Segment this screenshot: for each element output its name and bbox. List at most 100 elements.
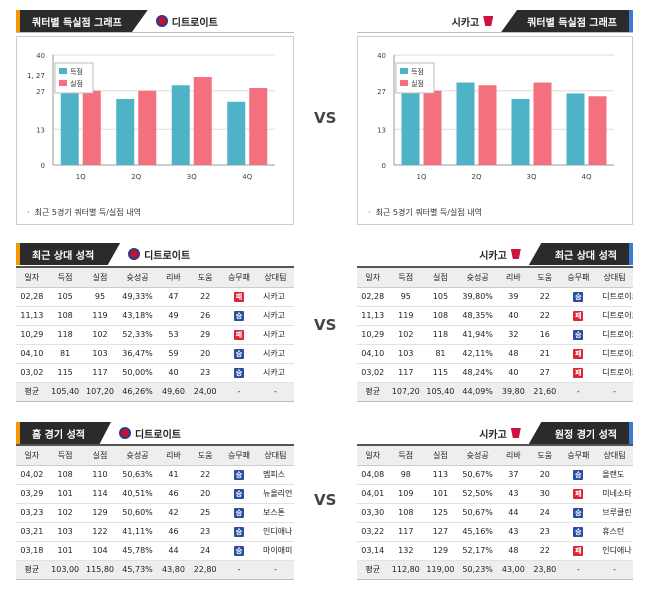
table-row[interactable]: 03,30 108 125 50,67% 44 24 승 브루클린 bbox=[357, 503, 633, 523]
column-header: 도움 bbox=[189, 444, 222, 466]
table-cell: 48,24% bbox=[457, 363, 498, 383]
table-cell: 03,02 bbox=[357, 363, 389, 383]
table-cell: 50,00% bbox=[117, 363, 158, 383]
bar-scored[interactable] bbox=[456, 82, 475, 166]
table-row[interactable]: 03,21 103 122 41,11% 46 23 승 인디애나 bbox=[16, 522, 294, 542]
bar-allowed[interactable] bbox=[533, 82, 552, 166]
table-row[interactable]: 02,28 105 95 49,33% 47 22 패 시카고 bbox=[16, 287, 294, 307]
y-tick-label: 0 bbox=[41, 162, 45, 170]
loss-badge: 패 bbox=[573, 545, 584, 556]
table-row[interactable]: 04,01 109 101 52,50% 43 30 패 미네소타 bbox=[357, 484, 633, 504]
table-cell: 102 bbox=[388, 325, 424, 345]
table-header-row: 일자 득점 실점 슛성공 리바 도움 승무패 상대팀 bbox=[357, 266, 633, 288]
table-row[interactable]: 04,08 98 113 50,67% 37 20 승 올랜도 bbox=[357, 465, 633, 485]
table-cell: 101 bbox=[47, 541, 83, 561]
table-cell: 16 bbox=[529, 325, 561, 345]
x-tick-label: 3Q bbox=[187, 173, 197, 181]
table-cell: 32 bbox=[497, 325, 530, 345]
average-cell: 39,80 bbox=[497, 382, 530, 402]
table-cell: 105 bbox=[47, 287, 83, 307]
x-tick-label: 3Q bbox=[527, 173, 537, 181]
bar-allowed[interactable] bbox=[249, 88, 268, 165]
table-row[interactable]: 03,29 101 114 40,51% 46 20 승 뉴올리언 bbox=[16, 484, 294, 504]
table-cell: 48,35% bbox=[457, 306, 498, 326]
table-cell: 114 bbox=[82, 484, 118, 504]
table-cell: 103 bbox=[388, 344, 424, 364]
column-header: 승무패 bbox=[221, 444, 257, 466]
chart-note-left-text: 최근 5경기 쿼터별 득/실점 내역 bbox=[34, 208, 141, 217]
table-cell: 41,94% bbox=[457, 325, 498, 345]
table-cell: 44 bbox=[497, 503, 530, 523]
table-row[interactable]: 10,29 118 102 52,33% 53 29 패 시카고 bbox=[16, 325, 294, 345]
chart-note-left: · 최근 5경기 쿼터별 득/실점 내역 bbox=[27, 208, 141, 217]
result-cell: 패 bbox=[560, 363, 597, 383]
table-cell: 시카고 bbox=[256, 306, 294, 326]
table-row[interactable]: 03,18 101 104 45,78% 44 24 승 마이애미 bbox=[16, 541, 294, 561]
table-cell: 멤피스 bbox=[256, 465, 294, 485]
bar-allowed[interactable] bbox=[423, 90, 442, 165]
table-cell: 52,50% bbox=[457, 484, 498, 504]
quarter-chart-box-right: 0 13 27 40 1Q 2Q 3Q 4Q 득점 실점 · 최근 5경기 쿼터별 득/실점 내역 bbox=[357, 36, 633, 225]
table-cell: 49,33% bbox=[117, 287, 158, 307]
column-header: 득점 bbox=[47, 444, 83, 466]
table-cell: 디트로이트 bbox=[596, 344, 633, 364]
table-row[interactable]: 03,22 117 127 45,16% 43 23 승 휴스턴 bbox=[357, 522, 633, 542]
table-row[interactable]: 03,14 132 129 52,17% 48 22 패 인디애나 bbox=[357, 541, 633, 561]
bulls-logo-icon bbox=[510, 249, 521, 259]
table-cell: 20 bbox=[189, 344, 222, 364]
bar-scored[interactable] bbox=[566, 93, 585, 166]
table-row[interactable]: 03,23 102 129 50,60% 42 25 승 보스톤 bbox=[16, 503, 294, 523]
win-badge: 승 bbox=[233, 348, 244, 359]
table-cell: 59 bbox=[157, 344, 190, 364]
average-cell: 105,40 bbox=[47, 382, 83, 402]
table-cell: 디트로이트 bbox=[596, 325, 633, 345]
venue-header-right: 시카고 원정 경기 성적 bbox=[357, 422, 633, 444]
bar-scored[interactable] bbox=[171, 85, 190, 165]
bar-allowed[interactable] bbox=[138, 90, 157, 165]
table-cell: 36,47% bbox=[117, 344, 158, 364]
bar-allowed[interactable] bbox=[478, 85, 497, 165]
average-row: 평균 105,40 107,20 46,26% 49,60 24,00- - bbox=[16, 382, 294, 402]
table-cell: 43,18% bbox=[117, 306, 158, 326]
result-cell: 승 bbox=[221, 541, 257, 561]
venue-team-left: 디트로이트 bbox=[134, 429, 181, 441]
table-row[interactable]: 04,10 81 103 36,47% 59 20 승 시카고 bbox=[16, 344, 294, 364]
bar-scored[interactable] bbox=[116, 99, 135, 165]
table-row[interactable]: 11,13 108 119 43,18% 49 26 승 시카고 bbox=[16, 306, 294, 326]
away-table-right: 일자 득점 실점 슛성공 리바 도움 승무패 상대팀 04,08 98 113 50,67% 37 20 승… bbox=[357, 444, 633, 580]
bar-scored[interactable] bbox=[60, 90, 79, 165]
table-cell: 39,80% bbox=[457, 287, 498, 307]
table-cell: 10,29 bbox=[16, 325, 48, 345]
bar-allowed[interactable] bbox=[82, 90, 101, 165]
table-cell: 118 bbox=[423, 325, 458, 345]
column-header: 리바 bbox=[497, 444, 530, 466]
bar-scored[interactable] bbox=[511, 99, 530, 165]
table-header-row: 일자 득점 실점 슛성공 리바 도움 승무패 상대팀 bbox=[357, 444, 633, 466]
y-tick-label: 27 bbox=[377, 88, 386, 96]
y-tick-label: 40 bbox=[36, 52, 45, 60]
result-cell: 승 bbox=[560, 465, 597, 485]
average-cell: 23,80 bbox=[529, 560, 561, 580]
table-cell: 109 bbox=[388, 484, 424, 504]
bar-scored[interactable] bbox=[401, 90, 420, 165]
bar-scored[interactable] bbox=[227, 101, 246, 165]
table-cell: 시카고 bbox=[256, 344, 294, 364]
table-cell: 04,02 bbox=[16, 465, 48, 485]
table-row[interactable]: 04,02 108 110 50,63% 41 22 승 멤피스 bbox=[16, 465, 294, 485]
table-header-row: 일자 득점 실점 슛성공 리바 도움 승무패 상대팀 bbox=[16, 444, 294, 466]
column-header: 득점 bbox=[388, 266, 424, 288]
y-tick-label: 0 bbox=[382, 162, 386, 170]
chart-tooltip: 1, 27 bbox=[27, 72, 45, 80]
table-cell: 11,13 bbox=[16, 306, 48, 326]
table-cell: 02,28 bbox=[357, 287, 389, 307]
bar-allowed[interactable] bbox=[193, 77, 212, 165]
table-cell: 48 bbox=[497, 541, 530, 561]
bar-allowed[interactable] bbox=[588, 96, 607, 165]
table-row[interactable]: 03,02 115 117 50,00% 40 23 승 시카고 bbox=[16, 363, 294, 383]
loss-badge: 패 bbox=[573, 348, 584, 359]
